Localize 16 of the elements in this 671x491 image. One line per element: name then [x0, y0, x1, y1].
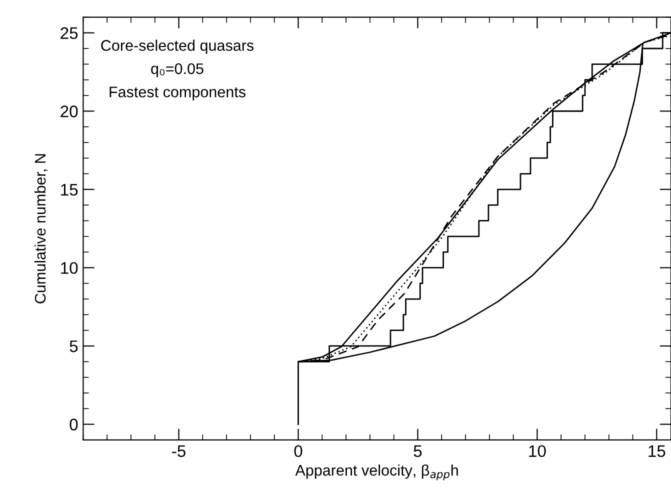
y-tick-label: 5 — [70, 340, 78, 352]
y-tick-label: 20 — [60, 106, 78, 118]
x-tick-label: 5 — [414, 445, 422, 458]
annotation: q₀=0.05 — [151, 63, 204, 78]
y-tick-label: 0 — [70, 418, 78, 430]
annotation: Fastest components — [110, 86, 246, 100]
annotation: Core-selected quasars — [101, 40, 254, 54]
y-tick-label: 10 — [61, 262, 78, 274]
x-tick-label: 10 — [529, 445, 546, 458]
x-tick-label: 0 — [294, 445, 302, 458]
y-tick-label: 25 — [60, 27, 78, 40]
x-tick-label: -5 — [172, 445, 186, 458]
y-axis-title: Cumulative number, N — [34, 154, 48, 304]
x-axis-title: Apparent velocity, β$_{app}$h — [295, 464, 458, 480]
y-tick-label: 15 — [61, 184, 78, 196]
x-tick-label: 15 — [648, 445, 666, 458]
